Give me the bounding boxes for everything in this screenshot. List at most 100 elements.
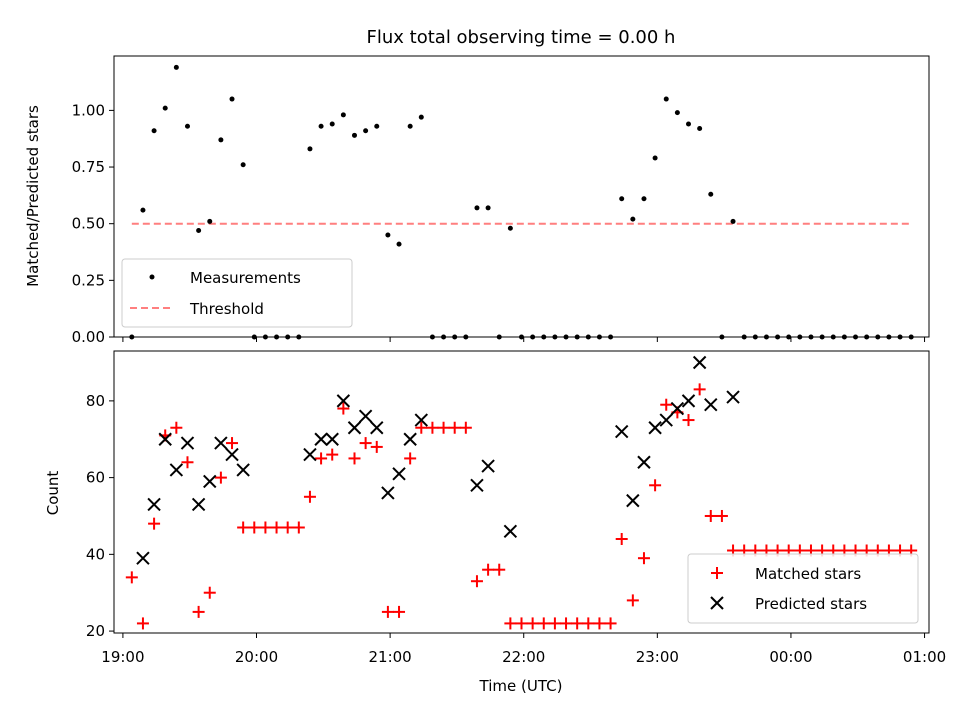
measurement-point xyxy=(619,196,625,202)
matched-star-point xyxy=(560,617,573,630)
predicted-star-point xyxy=(147,497,161,512)
predicted-star-point xyxy=(236,463,250,477)
bottom-y-tick-label: 40 xyxy=(86,545,105,563)
matched-star-point xyxy=(214,471,227,484)
matched-star-point xyxy=(526,617,539,630)
measurement-point xyxy=(351,132,357,138)
x-tick-label: 22:00 xyxy=(502,648,545,666)
measurement-point xyxy=(641,196,647,202)
bottom-y-ticks: 20 40 60 80 xyxy=(86,392,114,640)
measurement-point xyxy=(763,334,769,340)
measurement-point xyxy=(452,334,458,340)
legend-label-predicted: Predicted stars xyxy=(755,595,867,613)
matched-star-point xyxy=(593,617,606,630)
measurement-point xyxy=(775,334,781,340)
x-tick-label: 20:00 xyxy=(235,648,278,666)
x-tick-label: 19:00 xyxy=(101,648,144,666)
legend-label-measurements: Measurements xyxy=(190,269,301,287)
matched-star-point xyxy=(348,452,361,465)
measurement-point xyxy=(552,334,558,340)
measurement-point xyxy=(663,96,669,102)
matched-star-point xyxy=(281,521,294,534)
matched-star-point xyxy=(626,594,639,607)
matched-star-point xyxy=(604,617,617,630)
matched-star-point xyxy=(693,383,706,396)
bottom-x-ticks: 19:00 20:00 21:00 22:00 23:00 00:00 01:00 xyxy=(101,633,946,666)
predicted-star-point xyxy=(180,436,195,450)
matched-star-point xyxy=(715,509,728,522)
predicted-star-point xyxy=(726,390,740,404)
legend-marker-matched xyxy=(711,567,723,579)
predicted-star-point xyxy=(704,398,718,412)
matched-star-point xyxy=(637,552,650,565)
matched-star-point xyxy=(437,421,450,434)
matched-star-point xyxy=(459,421,472,434)
measurement-point xyxy=(162,105,168,111)
predicted-star-point xyxy=(381,486,395,500)
x-axis-label: Time (UTC) xyxy=(479,677,563,695)
matched-star-point xyxy=(337,402,350,415)
measurement-point xyxy=(507,225,513,231)
x-tick-label: 01:00 xyxy=(903,648,946,666)
matched-star-point xyxy=(148,517,161,530)
matched-star-point xyxy=(649,479,662,492)
measurement-point xyxy=(908,334,914,340)
matched-star-point xyxy=(125,571,138,584)
predicted-star-point xyxy=(303,447,317,462)
legend-label-threshold: Threshold xyxy=(189,300,264,318)
measurement-point xyxy=(218,137,224,143)
bottom-legend: Matched stars Predicted stars xyxy=(687,553,919,624)
bottom-panel: 20 40 60 80 19:00 20:00 21:00 22:00 23:00 00:00 0… xyxy=(44,350,946,695)
top-y-tick-label: 0.00 xyxy=(72,328,105,346)
measurement-point xyxy=(697,126,703,132)
predicted-star-point xyxy=(637,455,651,469)
bottom-y-tick-label: 80 xyxy=(86,392,105,410)
legend-label-matched: Matched stars xyxy=(755,565,861,583)
predicted-star-point xyxy=(358,409,373,423)
top-y-tick-label: 0.75 xyxy=(72,158,105,176)
measurement-point xyxy=(429,334,435,340)
predicted-star-point xyxy=(692,355,707,370)
measurement-point xyxy=(196,227,202,233)
top-data-marks xyxy=(129,64,914,340)
top-legend-box xyxy=(121,258,353,328)
measurement-point xyxy=(441,334,447,340)
predicted-star-point xyxy=(659,413,673,427)
legend-marker-measurements xyxy=(149,274,155,280)
matched-star-point xyxy=(326,448,339,461)
measurement-point xyxy=(363,128,369,134)
measurement-point xyxy=(563,334,569,340)
predicted-star-point xyxy=(203,474,217,489)
measurement-point xyxy=(574,334,580,340)
x-tick-label: 21:00 xyxy=(369,648,412,666)
top-y-ticks: 0.00 0.25 0.50 0.75 1.00 xyxy=(72,101,114,346)
measurement-point xyxy=(830,334,836,340)
bottom-legend-box xyxy=(687,553,919,624)
measurement-point xyxy=(262,334,268,340)
measurement-point xyxy=(496,334,502,340)
measurement-point xyxy=(853,334,859,340)
measurement-point xyxy=(797,334,803,340)
matched-star-point xyxy=(181,456,194,469)
predicted-star-point xyxy=(347,421,362,435)
predicted-star-point xyxy=(169,463,184,477)
measurement-point xyxy=(752,334,758,340)
measurement-point xyxy=(674,110,680,116)
matched-star-point xyxy=(381,605,394,618)
measurement-point xyxy=(296,334,302,340)
measurement-point xyxy=(418,114,424,120)
matched-star-point xyxy=(448,421,461,434)
matched-star-point xyxy=(237,521,250,534)
measurement-point xyxy=(485,205,491,211)
matched-star-point xyxy=(203,586,216,599)
matched-star-point xyxy=(571,617,584,630)
measurement-point xyxy=(875,334,881,340)
predicted-star-point xyxy=(325,432,339,446)
measurement-point xyxy=(652,155,658,161)
measurement-point xyxy=(808,334,814,340)
measurement-point xyxy=(129,334,135,340)
top-y-tick-label: 0.50 xyxy=(72,215,105,233)
matched-star-point xyxy=(270,521,283,534)
matched-star-point xyxy=(359,437,372,450)
